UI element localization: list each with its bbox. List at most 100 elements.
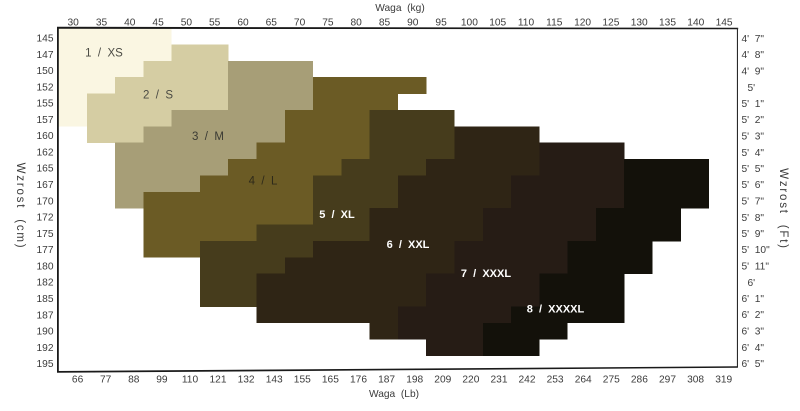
svg-text:5' 3": 5' 3" xyxy=(742,132,765,143)
svg-text:185: 185 xyxy=(37,294,54,305)
svg-text:264: 264 xyxy=(575,375,592,386)
svg-text:167: 167 xyxy=(37,180,54,191)
svg-text:165: 165 xyxy=(37,164,54,175)
svg-text:6': 6' xyxy=(748,278,756,289)
svg-text:6' 1": 6' 1" xyxy=(742,294,765,305)
svg-text:121: 121 xyxy=(210,375,227,386)
svg-text:170: 170 xyxy=(37,196,54,207)
svg-text:60: 60 xyxy=(237,18,249,29)
svg-text:5' 9": 5' 9" xyxy=(742,229,765,240)
svg-text:5' 11": 5' 11" xyxy=(742,262,770,273)
svg-text:180: 180 xyxy=(37,261,54,272)
svg-text:145: 145 xyxy=(716,18,733,29)
svg-text:152: 152 xyxy=(37,82,54,93)
svg-text:6' 2": 6' 2" xyxy=(742,310,765,321)
svg-text:6 / XXL: 6 / XXL xyxy=(387,239,430,251)
svg-text:99: 99 xyxy=(156,375,168,386)
svg-text:5' 1": 5' 1" xyxy=(742,99,765,110)
svg-text:308: 308 xyxy=(687,375,704,386)
svg-text:162: 162 xyxy=(37,148,54,159)
svg-text:Waga (Lb): Waga (Lb) xyxy=(369,389,419,400)
svg-text:55: 55 xyxy=(209,18,221,29)
svg-text:165: 165 xyxy=(322,375,339,386)
svg-text:5' 2": 5' 2" xyxy=(742,115,765,126)
svg-text:209: 209 xyxy=(434,375,451,386)
svg-text:4 / L: 4 / L xyxy=(249,176,278,188)
svg-text:45: 45 xyxy=(152,18,164,29)
svg-text:195: 195 xyxy=(37,359,54,370)
svg-text:5' 8": 5' 8" xyxy=(742,213,765,224)
svg-text:100: 100 xyxy=(461,18,478,29)
svg-text:8 / XXXXL: 8 / XXXXL xyxy=(527,304,585,316)
svg-text:6' 3": 6' 3" xyxy=(742,327,765,338)
svg-text:5' 7": 5' 7" xyxy=(742,197,765,208)
svg-text:2 / S: 2 / S xyxy=(143,90,173,102)
svg-text:90: 90 xyxy=(407,18,419,29)
svg-text:Wzrost (cm): Wzrost (cm) xyxy=(14,163,26,250)
svg-text:130: 130 xyxy=(631,18,648,29)
svg-text:70: 70 xyxy=(294,18,306,29)
svg-text:190: 190 xyxy=(37,327,54,338)
svg-text:77: 77 xyxy=(100,375,112,386)
svg-text:5' 4": 5' 4" xyxy=(742,148,765,159)
svg-text:198: 198 xyxy=(406,375,423,386)
svg-text:175: 175 xyxy=(37,229,54,240)
svg-text:30: 30 xyxy=(68,18,80,29)
svg-text:115: 115 xyxy=(546,18,563,29)
svg-text:7 / XXXL: 7 / XXXL xyxy=(461,268,511,280)
svg-text:5' 5": 5' 5" xyxy=(742,164,765,175)
svg-text:50: 50 xyxy=(181,18,193,29)
svg-text:6' 5": 6' 5" xyxy=(742,359,765,370)
svg-text:275: 275 xyxy=(603,375,620,386)
svg-text:40: 40 xyxy=(124,18,136,29)
svg-text:80: 80 xyxy=(351,18,363,29)
svg-text:132: 132 xyxy=(238,375,255,386)
svg-text:105: 105 xyxy=(489,18,506,29)
svg-text:120: 120 xyxy=(574,18,591,29)
svg-text:5': 5' xyxy=(748,83,756,94)
svg-text:Wzrost (Ft): Wzrost (Ft) xyxy=(777,168,789,250)
svg-text:5' 10": 5' 10" xyxy=(742,245,771,256)
svg-text:4' 7": 4' 7" xyxy=(742,34,765,45)
svg-text:66: 66 xyxy=(72,375,84,386)
svg-text:4' 8": 4' 8" xyxy=(742,50,765,61)
svg-text:143: 143 xyxy=(266,375,283,386)
svg-text:155: 155 xyxy=(294,375,311,386)
svg-text:192: 192 xyxy=(37,343,54,354)
svg-text:286: 286 xyxy=(631,375,648,386)
svg-text:95: 95 xyxy=(435,18,447,29)
svg-text:3 / M: 3 / M xyxy=(192,131,224,143)
svg-text:319: 319 xyxy=(715,375,732,386)
svg-text:35: 35 xyxy=(96,18,108,29)
svg-text:65: 65 xyxy=(266,18,278,29)
svg-text:172: 172 xyxy=(37,213,54,224)
svg-text:1 / XS: 1 / XS xyxy=(85,48,123,60)
svg-text:231: 231 xyxy=(491,375,508,386)
svg-text:140: 140 xyxy=(687,18,704,29)
svg-text:242: 242 xyxy=(519,375,536,386)
svg-text:88: 88 xyxy=(128,375,140,386)
svg-text:176: 176 xyxy=(350,375,367,386)
svg-text:85: 85 xyxy=(379,18,391,29)
svg-text:4' 9": 4' 9" xyxy=(742,67,765,78)
svg-text:253: 253 xyxy=(547,375,564,386)
svg-text:135: 135 xyxy=(659,18,676,29)
svg-text:182: 182 xyxy=(37,278,54,289)
svg-text:110: 110 xyxy=(518,18,535,29)
svg-text:5 / XL: 5 / XL xyxy=(319,209,355,221)
svg-text:147: 147 xyxy=(37,50,54,61)
svg-text:220: 220 xyxy=(462,375,479,386)
svg-text:6' 4": 6' 4" xyxy=(742,343,765,354)
svg-text:187: 187 xyxy=(378,375,395,386)
svg-text:177: 177 xyxy=(37,245,54,256)
svg-text:187: 187 xyxy=(37,310,54,321)
svg-text:160: 160 xyxy=(37,131,54,142)
svg-text:5' 6": 5' 6" xyxy=(742,180,765,191)
svg-text:125: 125 xyxy=(602,18,619,29)
svg-text:75: 75 xyxy=(322,18,334,29)
svg-text:155: 155 xyxy=(37,99,54,110)
svg-text:110: 110 xyxy=(182,375,199,386)
svg-text:297: 297 xyxy=(659,375,676,386)
svg-text:145: 145 xyxy=(37,34,54,45)
svg-text:150: 150 xyxy=(37,66,54,77)
